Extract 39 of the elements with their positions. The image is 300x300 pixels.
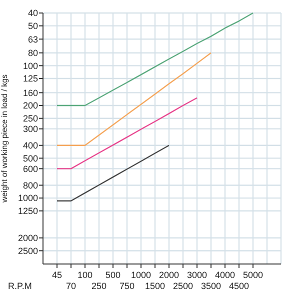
y-tick-label: 80 — [28, 48, 38, 58]
x-tick-label: 750 — [119, 281, 135, 291]
y-tick-label: 300 — [22, 124, 38, 134]
y-tick-label: 63 — [28, 34, 38, 44]
line-series — [56, 52, 212, 146]
y-tick-label: 40 — [28, 8, 38, 18]
y-tick-label: 800 — [22, 180, 38, 190]
y-tick-label: 250 — [22, 114, 38, 124]
line-series — [56, 97, 198, 170]
y-tick-label: 600 — [22, 164, 38, 174]
x-axis-title: R.P.M — [8, 281, 32, 291]
x-tick-label: 3500 — [200, 281, 222, 291]
x-tick-label: 3000 — [186, 270, 208, 280]
y-axis-title: weight of working piece in load / kgs — [0, 74, 9, 204]
x-tick-label: 500 — [105, 270, 121, 280]
x-tick-label: 250 — [91, 281, 107, 291]
x-tick-label: 2500 — [172, 281, 194, 291]
y-tick-label: 125 — [22, 74, 38, 84]
x-tick-label: 5000 — [242, 270, 264, 280]
y-tick-label: 500 — [22, 153, 38, 164]
x-tick-label: 4500 — [228, 281, 250, 291]
y-tick-label: 400 — [22, 140, 38, 151]
x-tick-label: 45 — [52, 270, 62, 280]
x-tick-label: 4000 — [214, 270, 236, 280]
x-tick-label: 100 — [77, 270, 93, 280]
line-series — [56, 12, 254, 106]
y-tick-label: 200 — [22, 100, 38, 111]
x-tick-label: 70 — [66, 281, 76, 291]
y-tick-label: 2500 — [18, 246, 38, 256]
y-tick-label: 50 — [28, 20, 38, 31]
y-tick-label: 2000 — [18, 233, 38, 244]
line-series — [56, 144, 170, 202]
x-tick-label: 1000 — [130, 270, 152, 280]
x-tick-label: 1500 — [144, 281, 166, 291]
y-tick-label: 160 — [22, 88, 38, 98]
y-tick-label: 100 — [22, 60, 38, 71]
x-tick-label: 2000 — [158, 270, 180, 280]
y-tick-label: 1250 — [18, 206, 38, 216]
y-tick-label: 1000 — [18, 193, 38, 204]
